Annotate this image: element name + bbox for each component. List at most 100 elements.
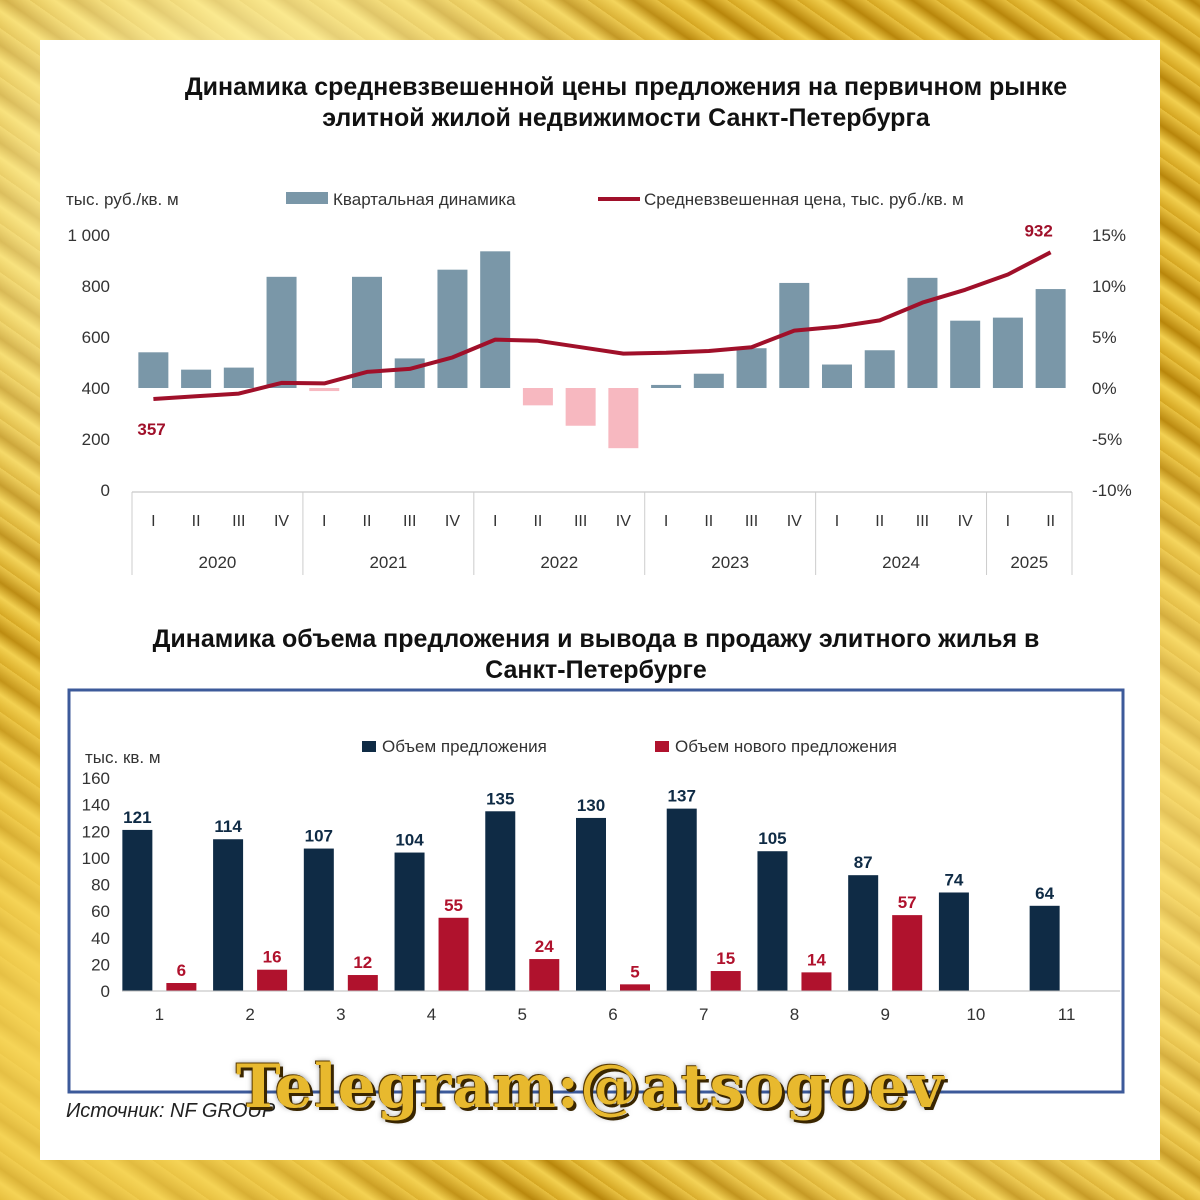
volume-chart-title-line-1: Динамика объема предложения и вывода в п… xyxy=(153,625,1040,653)
price-line xyxy=(153,250,1052,401)
new-offer-bar xyxy=(347,975,378,991)
price-chart-left-axis: 1 000 800 600 400 200 0 xyxy=(67,226,110,500)
year-label: 2023 xyxy=(711,553,749,572)
new-offer-value-label: 16 xyxy=(263,948,282,967)
quarterly-change-bar xyxy=(266,276,297,388)
quarter-label: II xyxy=(1046,513,1055,530)
right-tick-label: 15% xyxy=(1092,226,1126,245)
telegram-watermark: Telegram:@atsogoev xyxy=(236,1052,945,1122)
price-chart-right-axis: 15% 10% 5% 0% -5% -10% xyxy=(1092,226,1132,500)
quarterly-change-bar xyxy=(309,388,340,392)
quarterly-change-bar xyxy=(992,317,1023,388)
offer-value-label: 104 xyxy=(395,831,424,850)
price-chart-ylabel: тыс. руб./кв. м xyxy=(66,190,179,209)
legend-new-label: Объем нового предложения xyxy=(675,737,897,756)
price-point-label: 357 xyxy=(137,420,165,439)
new-offer-value-label: 55 xyxy=(444,896,463,915)
quarterly-change-bar xyxy=(608,388,639,449)
offer-volume-bar xyxy=(1029,905,1060,991)
quarterly-change-bar xyxy=(138,352,169,388)
price-point-label: 932 xyxy=(1024,221,1052,240)
offer-volume-bar xyxy=(666,808,697,991)
offer-value-label: 130 xyxy=(577,796,605,815)
volume-tick-label: 0 xyxy=(101,982,110,1001)
legend-offer-label: Объем предложения xyxy=(382,737,547,756)
volume-chart-x-axis: 1 2 3 4 5 6 7 8 9 10 11 xyxy=(122,990,1120,1024)
quarter-label: I xyxy=(493,513,497,530)
quarter-label: III xyxy=(232,513,245,530)
volume-tick-label: 160 xyxy=(82,769,110,788)
quarterly-change-bar xyxy=(950,320,981,388)
volume-tick-label: 80 xyxy=(91,876,110,895)
volume-category-label: 6 xyxy=(608,1005,617,1024)
legend-bar-label: Квартальная динамика xyxy=(333,190,516,209)
left-tick-label: 1 000 xyxy=(67,226,110,245)
volume-tick-label: 140 xyxy=(82,796,110,815)
legend-offer-swatch xyxy=(362,741,376,752)
quarterly-change-bar xyxy=(736,348,767,388)
new-offer-bar xyxy=(438,917,469,991)
volume-chart-title-line-2: Санкт-Петербурге xyxy=(485,656,707,684)
quarter-label: II xyxy=(363,513,372,530)
volume-chart-frame xyxy=(67,688,1125,1094)
volume-chart: Динамика объема предложения и вывода в п… xyxy=(67,625,1125,1094)
volume-category-label: 11 xyxy=(1058,1005,1076,1024)
volume-tick-label: 100 xyxy=(82,849,110,868)
right-tick-label: 10% xyxy=(1092,277,1126,296)
quarterly-change-bar xyxy=(1035,289,1066,388)
left-tick-label: 600 xyxy=(82,328,110,347)
legend-line-label: Средневзвешенная цена, тыс. руб./кв. м xyxy=(644,190,964,209)
volume-category-label: 9 xyxy=(880,1005,889,1024)
offer-value-label: 137 xyxy=(668,787,696,806)
quarter-label: II xyxy=(533,513,542,530)
year-label: 2020 xyxy=(199,553,237,572)
volume-category-label: 8 xyxy=(790,1005,799,1024)
quarter-label: IV xyxy=(958,513,973,530)
quarterly-change-bar xyxy=(437,269,468,388)
right-tick-label: 0% xyxy=(1092,379,1117,398)
new-offer-bar xyxy=(620,984,650,991)
volume-category-label: 10 xyxy=(966,1005,985,1024)
quarter-label: III xyxy=(403,513,416,530)
quarter-label: I xyxy=(322,513,326,530)
quarter-label: IV xyxy=(616,513,631,530)
offer-value-label: 121 xyxy=(123,808,151,827)
left-tick-label: 0 xyxy=(101,481,110,500)
quarter-label: II xyxy=(875,513,884,530)
right-tick-label: -5% xyxy=(1092,430,1122,449)
quarter-label: I xyxy=(835,513,839,530)
quarter-label: IV xyxy=(274,513,289,530)
price-chart-title-line-1: Динамика средневзвешенной цены предложен… xyxy=(185,73,1067,101)
quarterly-change-bar xyxy=(394,358,425,388)
offer-value-label: 105 xyxy=(758,829,786,848)
quarterly-change-bar xyxy=(693,373,724,388)
offer-value-label: 64 xyxy=(1035,884,1054,903)
volume-category-label: 3 xyxy=(336,1005,345,1024)
left-tick-label: 200 xyxy=(82,430,110,449)
right-tick-label: 5% xyxy=(1092,328,1117,347)
quarterly-change-bar xyxy=(565,388,596,426)
year-label: 2022 xyxy=(540,553,578,572)
quarter-label: III xyxy=(574,513,587,530)
quarter-label: II xyxy=(192,513,201,530)
quarterly-change-bar xyxy=(480,251,511,388)
volume-tick-label: 40 xyxy=(91,929,110,948)
quarter-label: I xyxy=(151,513,155,530)
new-offer-value-label: 15 xyxy=(716,949,735,968)
quarter-label: III xyxy=(745,513,758,530)
price-chart-x-axis: I II III IV I II III IV I II III IV I II III IV I II III IV… xyxy=(131,491,1073,575)
new-offer-bar xyxy=(892,915,923,991)
volume-tick-label: 60 xyxy=(91,902,110,921)
right-tick-label: -10% xyxy=(1092,481,1132,500)
new-offer-value-label: 6 xyxy=(177,961,186,980)
offer-value-label: 74 xyxy=(944,870,963,889)
year-label: 2024 xyxy=(882,553,920,572)
infographic-card: Динамика средневзвешенной цены предложен… xyxy=(40,40,1160,1160)
quarter-label: II xyxy=(704,513,713,530)
offer-value-label: 87 xyxy=(854,853,873,872)
offer-volume-bar xyxy=(848,875,879,991)
offer-volume-bar xyxy=(122,829,153,991)
new-offer-value-label: 14 xyxy=(807,950,826,969)
offer-value-label: 107 xyxy=(305,827,333,846)
quarterly-change-bar xyxy=(907,277,938,388)
